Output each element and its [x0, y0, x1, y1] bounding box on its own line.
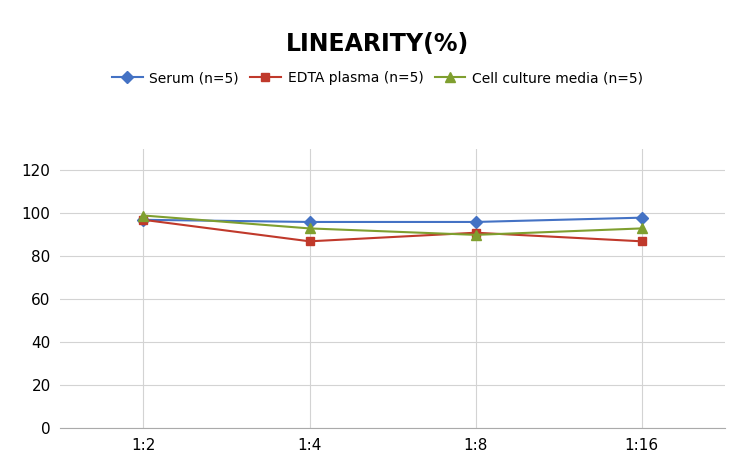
Legend: Serum (n=5), EDTA plasma (n=5), Cell culture media (n=5): Serum (n=5), EDTA plasma (n=5), Cell cul…	[106, 65, 649, 91]
Serum (n=5)	[637, 215, 646, 221]
Cell culture media (n=5)	[471, 232, 480, 238]
Cell culture media (n=5)	[305, 226, 314, 231]
Serum (n=5)	[471, 219, 480, 225]
Cell culture media (n=5)	[139, 213, 148, 218]
Line: Cell culture media (n=5): Cell culture media (n=5)	[139, 211, 646, 240]
Text: LINEARITY(%): LINEARITY(%)	[286, 32, 469, 55]
EDTA plasma (n=5)	[305, 239, 314, 244]
EDTA plasma (n=5)	[471, 230, 480, 235]
Cell culture media (n=5)	[637, 226, 646, 231]
EDTA plasma (n=5)	[637, 239, 646, 244]
Line: Serum (n=5): Serum (n=5)	[139, 213, 646, 226]
Serum (n=5)	[139, 217, 148, 222]
EDTA plasma (n=5)	[139, 217, 148, 222]
Serum (n=5)	[305, 219, 314, 225]
Line: EDTA plasma (n=5): EDTA plasma (n=5)	[139, 216, 646, 245]
